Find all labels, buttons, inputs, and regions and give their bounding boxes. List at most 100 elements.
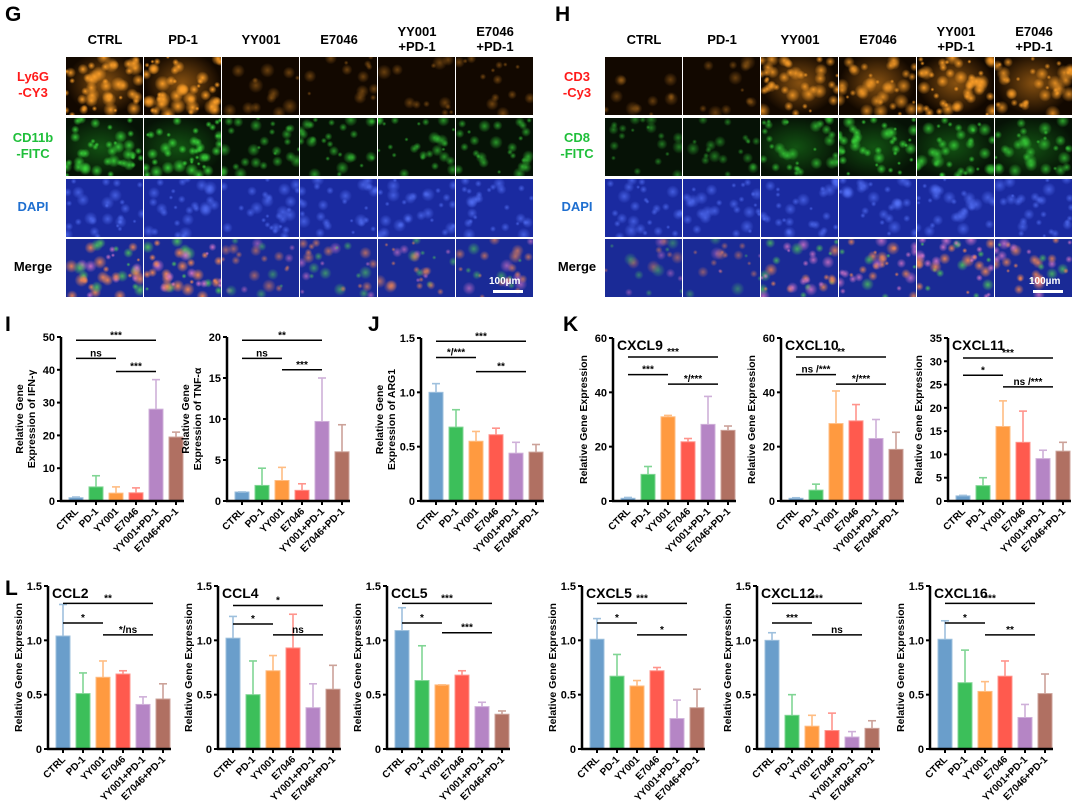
row-label: CD8 -FITC — [560, 130, 594, 161]
microscopy-image — [605, 179, 682, 237]
y-tick-label: 1.0 — [561, 635, 576, 647]
y-tick-label: 1.5 — [400, 333, 415, 345]
x-tick-label: CTRL — [606, 506, 633, 533]
microscopy-image — [144, 179, 221, 237]
bar-pd-1 — [88, 486, 104, 502]
bar-ctrl — [225, 637, 241, 750]
bar-yy001-pd-1 — [135, 703, 151, 750]
bar-yy001-pd-1 — [1017, 716, 1033, 750]
bar-pd-1 — [808, 489, 824, 502]
microscopy-image — [683, 57, 760, 115]
y-tick-label: 0 — [745, 744, 751, 756]
bar-yy001 — [804, 725, 820, 750]
microscopy-image — [605, 57, 682, 115]
y-axis-label: Relative Gene Expression — [352, 603, 364, 732]
bar-pd-1 — [448, 426, 464, 502]
y-tick-label: 10 — [43, 463, 55, 475]
bar-e7046-pd-1 — [689, 707, 705, 750]
microscopy-image — [66, 57, 143, 115]
panel-label-l: L — [5, 577, 18, 600]
x-tick-label: CTRL — [941, 506, 968, 533]
y-tick-label: 30 — [930, 356, 942, 368]
bar-yy001-pd-1 — [844, 736, 860, 750]
significance-label: ns /*** — [1014, 377, 1043, 388]
row-label: Merge — [557, 259, 597, 274]
row-label: DAPI — [561, 199, 593, 214]
significance-label: *** — [296, 360, 308, 371]
y-tick-label: 0 — [601, 496, 607, 508]
bar-e7046-pd-1 — [720, 429, 736, 502]
y-tick-label: 50 — [43, 332, 55, 344]
x-tick-label: CTRL — [575, 754, 602, 781]
column-header: CTRL — [626, 32, 662, 47]
significance-label: ns — [292, 625, 304, 636]
bar-yy001-pd-1 — [474, 706, 490, 750]
column-header: PD-1 — [707, 32, 737, 47]
bar-yy001-pd-1 — [868, 438, 884, 502]
y-tick-label: 0 — [215, 496, 221, 508]
significance-label: * — [963, 613, 967, 624]
panel-label-k: K — [563, 313, 579, 336]
y-axis-label: Relative Gene Expression — [746, 355, 758, 484]
microscopy-image — [66, 118, 143, 176]
bar-e7046-pd-1 — [888, 448, 904, 502]
y-tick-label: 1.5 — [736, 581, 751, 593]
y-tick-label: 1.5 — [561, 581, 576, 593]
bar-pd-1 — [957, 682, 973, 750]
y-tick-label: 20 — [209, 332, 221, 344]
significance-label: */*** — [852, 374, 870, 385]
microscopy-image — [66, 179, 143, 237]
y-tick-label: 0.5 — [197, 690, 212, 702]
column-header: CTRL — [87, 32, 123, 47]
bar-yy001 — [995, 425, 1011, 502]
bar-yy001 — [95, 676, 111, 750]
significance-label: *** — [475, 331, 487, 342]
significance-label: * — [420, 613, 424, 624]
y-axis-label: Relative Gene Expression — [578, 355, 590, 484]
significance-label: ** — [1006, 625, 1014, 636]
bar-yy001 — [660, 416, 676, 502]
microscopy-image — [761, 57, 838, 115]
significance-label: *** — [984, 593, 996, 604]
bar-e7046 — [285, 647, 301, 750]
microscopy-image — [144, 239, 221, 297]
microscopy-image — [995, 239, 1072, 297]
microscopy-image — [378, 179, 455, 237]
bar-ctrl — [937, 638, 953, 750]
bar-e7046 — [294, 489, 310, 502]
y-tick-label: 30 — [43, 398, 55, 410]
bar-yy001 — [468, 440, 484, 502]
chart-title: CXCL10 — [785, 337, 839, 353]
bar-e7046-pd-1 — [528, 451, 544, 502]
column-header: E7046 +PD-1 — [476, 24, 514, 54]
microscopy-image — [66, 239, 143, 297]
y-axis-label: Expression of TNF-α — [192, 367, 204, 470]
y-tick-label: 20 — [930, 403, 942, 415]
significance-label: ** — [278, 330, 286, 341]
significance-label: * — [276, 596, 280, 607]
microscopy-image — [839, 239, 916, 297]
microscopy-image — [300, 57, 377, 115]
bar-e7046-pd-1 — [494, 713, 510, 750]
bar-e7046-pd-1 — [334, 451, 350, 502]
chart-title: CXCL12 — [761, 585, 815, 601]
y-tick-label: 0 — [769, 496, 775, 508]
significance-label: *** — [110, 330, 122, 341]
y-tick-label: 60 — [763, 333, 775, 345]
bar-e7046 — [454, 674, 470, 750]
y-tick-label: 0 — [918, 744, 924, 756]
y-tick-label: 20 — [763, 442, 775, 454]
microscopy-image — [300, 118, 377, 176]
x-tick-label: CTRL — [774, 506, 801, 533]
column-header: YY001 +PD-1 — [397, 24, 437, 54]
microscopy-image — [605, 118, 682, 176]
microscopy-image — [917, 57, 994, 115]
y-axis-label: Expression of ARG1 — [386, 369, 398, 470]
significance-label: ** — [837, 347, 845, 358]
bar-ctrl — [764, 639, 780, 750]
x-tick-label: CTRL — [41, 754, 68, 781]
column-header: E7046 — [320, 32, 358, 47]
y-tick-label: 1.5 — [909, 581, 924, 593]
bar-ctrl — [589, 638, 605, 750]
significance-label: *** — [441, 593, 453, 604]
